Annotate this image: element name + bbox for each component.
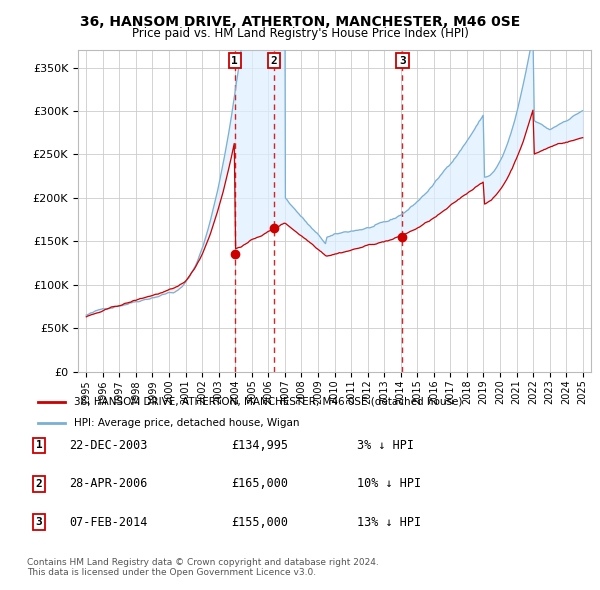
- Text: 28-APR-2006: 28-APR-2006: [69, 477, 148, 490]
- Text: £134,995: £134,995: [231, 439, 288, 452]
- Text: 2: 2: [271, 55, 277, 65]
- Text: £165,000: £165,000: [231, 477, 288, 490]
- Text: 13% ↓ HPI: 13% ↓ HPI: [357, 516, 421, 529]
- Text: Contains HM Land Registry data © Crown copyright and database right 2024.
This d: Contains HM Land Registry data © Crown c…: [27, 558, 379, 577]
- Text: 1: 1: [232, 55, 238, 65]
- Text: 36, HANSOM DRIVE, ATHERTON, MANCHESTER, M46 0SE: 36, HANSOM DRIVE, ATHERTON, MANCHESTER, …: [80, 15, 520, 29]
- Text: 2: 2: [35, 479, 43, 489]
- Text: 22-DEC-2003: 22-DEC-2003: [69, 439, 148, 452]
- Text: 10% ↓ HPI: 10% ↓ HPI: [357, 477, 421, 490]
- Text: 07-FEB-2014: 07-FEB-2014: [69, 516, 148, 529]
- Text: 3: 3: [399, 55, 406, 65]
- Text: HPI: Average price, detached house, Wigan: HPI: Average price, detached house, Wiga…: [74, 418, 299, 428]
- Text: 1: 1: [35, 441, 43, 450]
- Text: £155,000: £155,000: [231, 516, 288, 529]
- Text: 3: 3: [35, 517, 43, 527]
- Text: Price paid vs. HM Land Registry's House Price Index (HPI): Price paid vs. HM Land Registry's House …: [131, 27, 469, 40]
- Text: 3% ↓ HPI: 3% ↓ HPI: [357, 439, 414, 452]
- Text: 36, HANSOM DRIVE, ATHERTON, MANCHESTER, M46 0SE (detached house): 36, HANSOM DRIVE, ATHERTON, MANCHESTER, …: [74, 397, 462, 407]
